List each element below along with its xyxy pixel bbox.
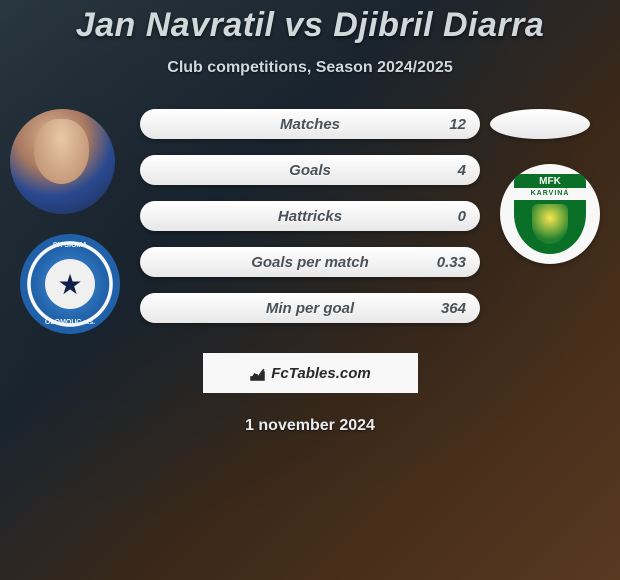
club-right-band-text: KARVINÁ [514, 188, 586, 200]
stat-value: 12 [449, 116, 466, 133]
club-left-top-text: SK SIGMA [53, 242, 88, 249]
club-left-star-icon: ★ [45, 259, 95, 309]
player-right-placeholder [490, 109, 590, 139]
stat-row: Goals 4 [140, 155, 480, 185]
player-left-avatar [10, 109, 115, 214]
stat-label: Goals [289, 162, 331, 179]
attribution-box: FcTables.com [203, 353, 418, 393]
stat-row: Goals per match 0.33 [140, 247, 480, 277]
stat-value: 364 [441, 300, 466, 317]
stat-row: Min per goal 364 [140, 293, 480, 323]
stat-row: Hattricks 0 [140, 201, 480, 231]
stat-label: Hattricks [278, 208, 342, 225]
club-left-badge: SK SIGMA ★ OLOMOUC a.s. [20, 234, 120, 334]
chart-icon [249, 365, 266, 382]
club-left-bottom-text: OLOMOUC a.s. [45, 319, 95, 326]
stat-row: Matches 12 [140, 109, 480, 139]
stat-value: 0 [458, 208, 466, 225]
club-right-badge: MFK KARVINÁ [500, 164, 600, 264]
stat-value: 0.33 [437, 254, 466, 271]
stat-label: Min per goal [266, 300, 354, 317]
comparison-area: SK SIGMA ★ OLOMOUC a.s. MFK KARVINÁ Matc… [0, 109, 620, 435]
page-title: Jan Navratil vs Djibril Diarra [0, 0, 620, 45]
stat-label: Matches [280, 116, 340, 133]
stat-value: 4 [458, 162, 466, 179]
subtitle: Club competitions, Season 2024/2025 [0, 59, 620, 77]
attribution-text: FcTables.com [271, 365, 370, 382]
club-right-top-text: MFK [539, 176, 561, 187]
date-text: 1 november 2024 [0, 417, 620, 435]
stat-label: Goals per match [251, 254, 369, 271]
